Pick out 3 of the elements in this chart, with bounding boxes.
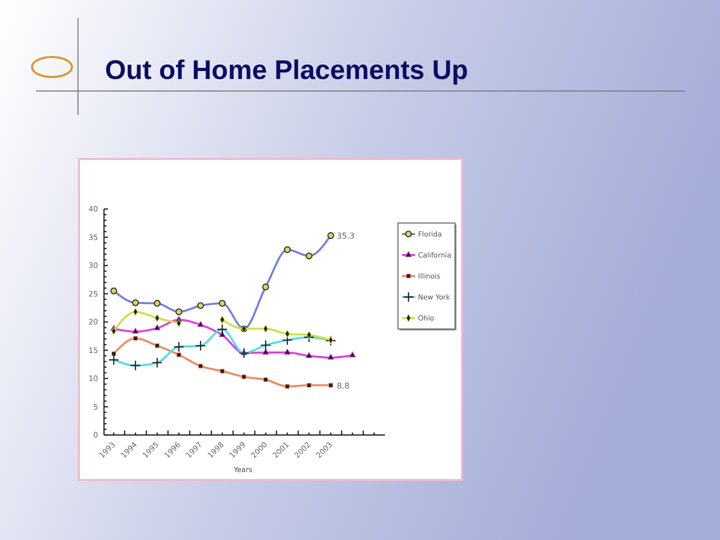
data-label: 8.8 (336, 381, 350, 390)
chart-title: Out of Home Placements Up (105, 55, 468, 85)
data-label: 35.3 (336, 232, 355, 241)
